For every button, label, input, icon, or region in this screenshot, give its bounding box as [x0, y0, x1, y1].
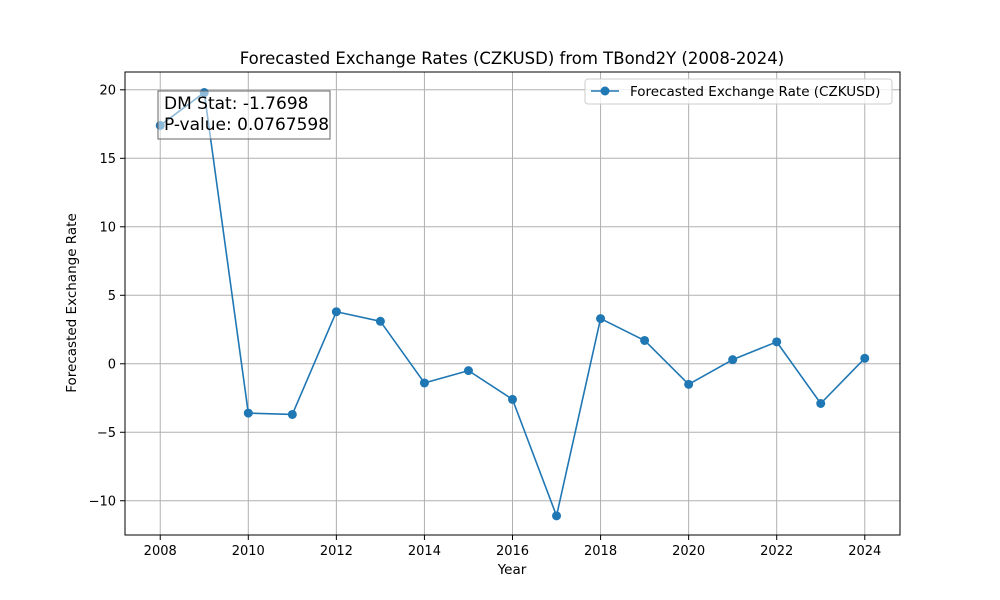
y-axis-ticks: −10 −5 0 5 10 15 20	[89, 83, 125, 509]
y-tick-label: −10	[89, 494, 116, 509]
data-point-marker	[463, 366, 473, 376]
chart-title: Forecasted Exchange Rates (CZKUSD) from …	[240, 49, 785, 68]
y-tick-label: 0	[108, 357, 116, 372]
data-point-marker	[860, 353, 870, 363]
annotation-background	[157, 90, 331, 140]
data-point-marker	[375, 316, 385, 326]
grid-lines	[125, 72, 900, 535]
x-tick-label: 2016	[496, 544, 529, 559]
x-axis-ticks: 2008 2010 2012 2014 2016 2018 2020 2022 2024	[144, 535, 881, 559]
data-point-marker	[640, 335, 650, 345]
series-group	[155, 88, 870, 521]
data-point-marker	[816, 398, 826, 408]
y-axis-label: Forecasted Exchange Rate	[64, 213, 80, 393]
y-tick-label: −5	[97, 426, 116, 441]
data-point-marker	[508, 394, 517, 404]
x-tick-label: 2014	[408, 544, 441, 559]
data-point-marker	[552, 511, 562, 521]
x-tick-label: 2022	[760, 544, 793, 559]
x-tick-label: 2012	[320, 544, 353, 559]
x-tick-label: 2024	[848, 544, 881, 559]
data-point-marker	[684, 379, 694, 389]
data-point-marker	[596, 314, 606, 324]
p-value-text: P-value: 0.0767598	[164, 115, 329, 135]
x-tick-label: 2008	[144, 544, 177, 559]
x-tick-label: 2010	[232, 544, 265, 559]
data-point-marker	[419, 378, 429, 388]
legend-frame	[584, 78, 893, 105]
legend-series-label: Forecasted Exchange Rate (CZKUSD)	[630, 84, 880, 100]
data-point-marker	[243, 408, 253, 418]
x-tick-label: 2018	[584, 544, 617, 559]
y-tick-label: 5	[108, 289, 116, 304]
x-axis-label: Year	[497, 562, 527, 578]
data-point-marker	[728, 355, 738, 365]
data-point-marker	[331, 307, 341, 317]
y-tick-label: 15	[99, 152, 116, 167]
legend: Forecasted Exchange Rate (CZKUSD)	[584, 78, 893, 105]
y-tick-label: 10	[99, 220, 116, 235]
plot-area-frame	[124, 71, 901, 536]
data-point-marker	[772, 337, 782, 347]
legend-series-marker	[600, 86, 610, 96]
data-point-marker	[287, 409, 297, 419]
dm-stat-text: DM Stat: -1.7698	[164, 94, 308, 114]
x-tick-label: 2020	[672, 544, 705, 559]
y-tick-label: 20	[99, 83, 116, 98]
stat-annotation-box: DM Stat: -1.7698 P-value: 0.0767598	[157, 90, 331, 140]
